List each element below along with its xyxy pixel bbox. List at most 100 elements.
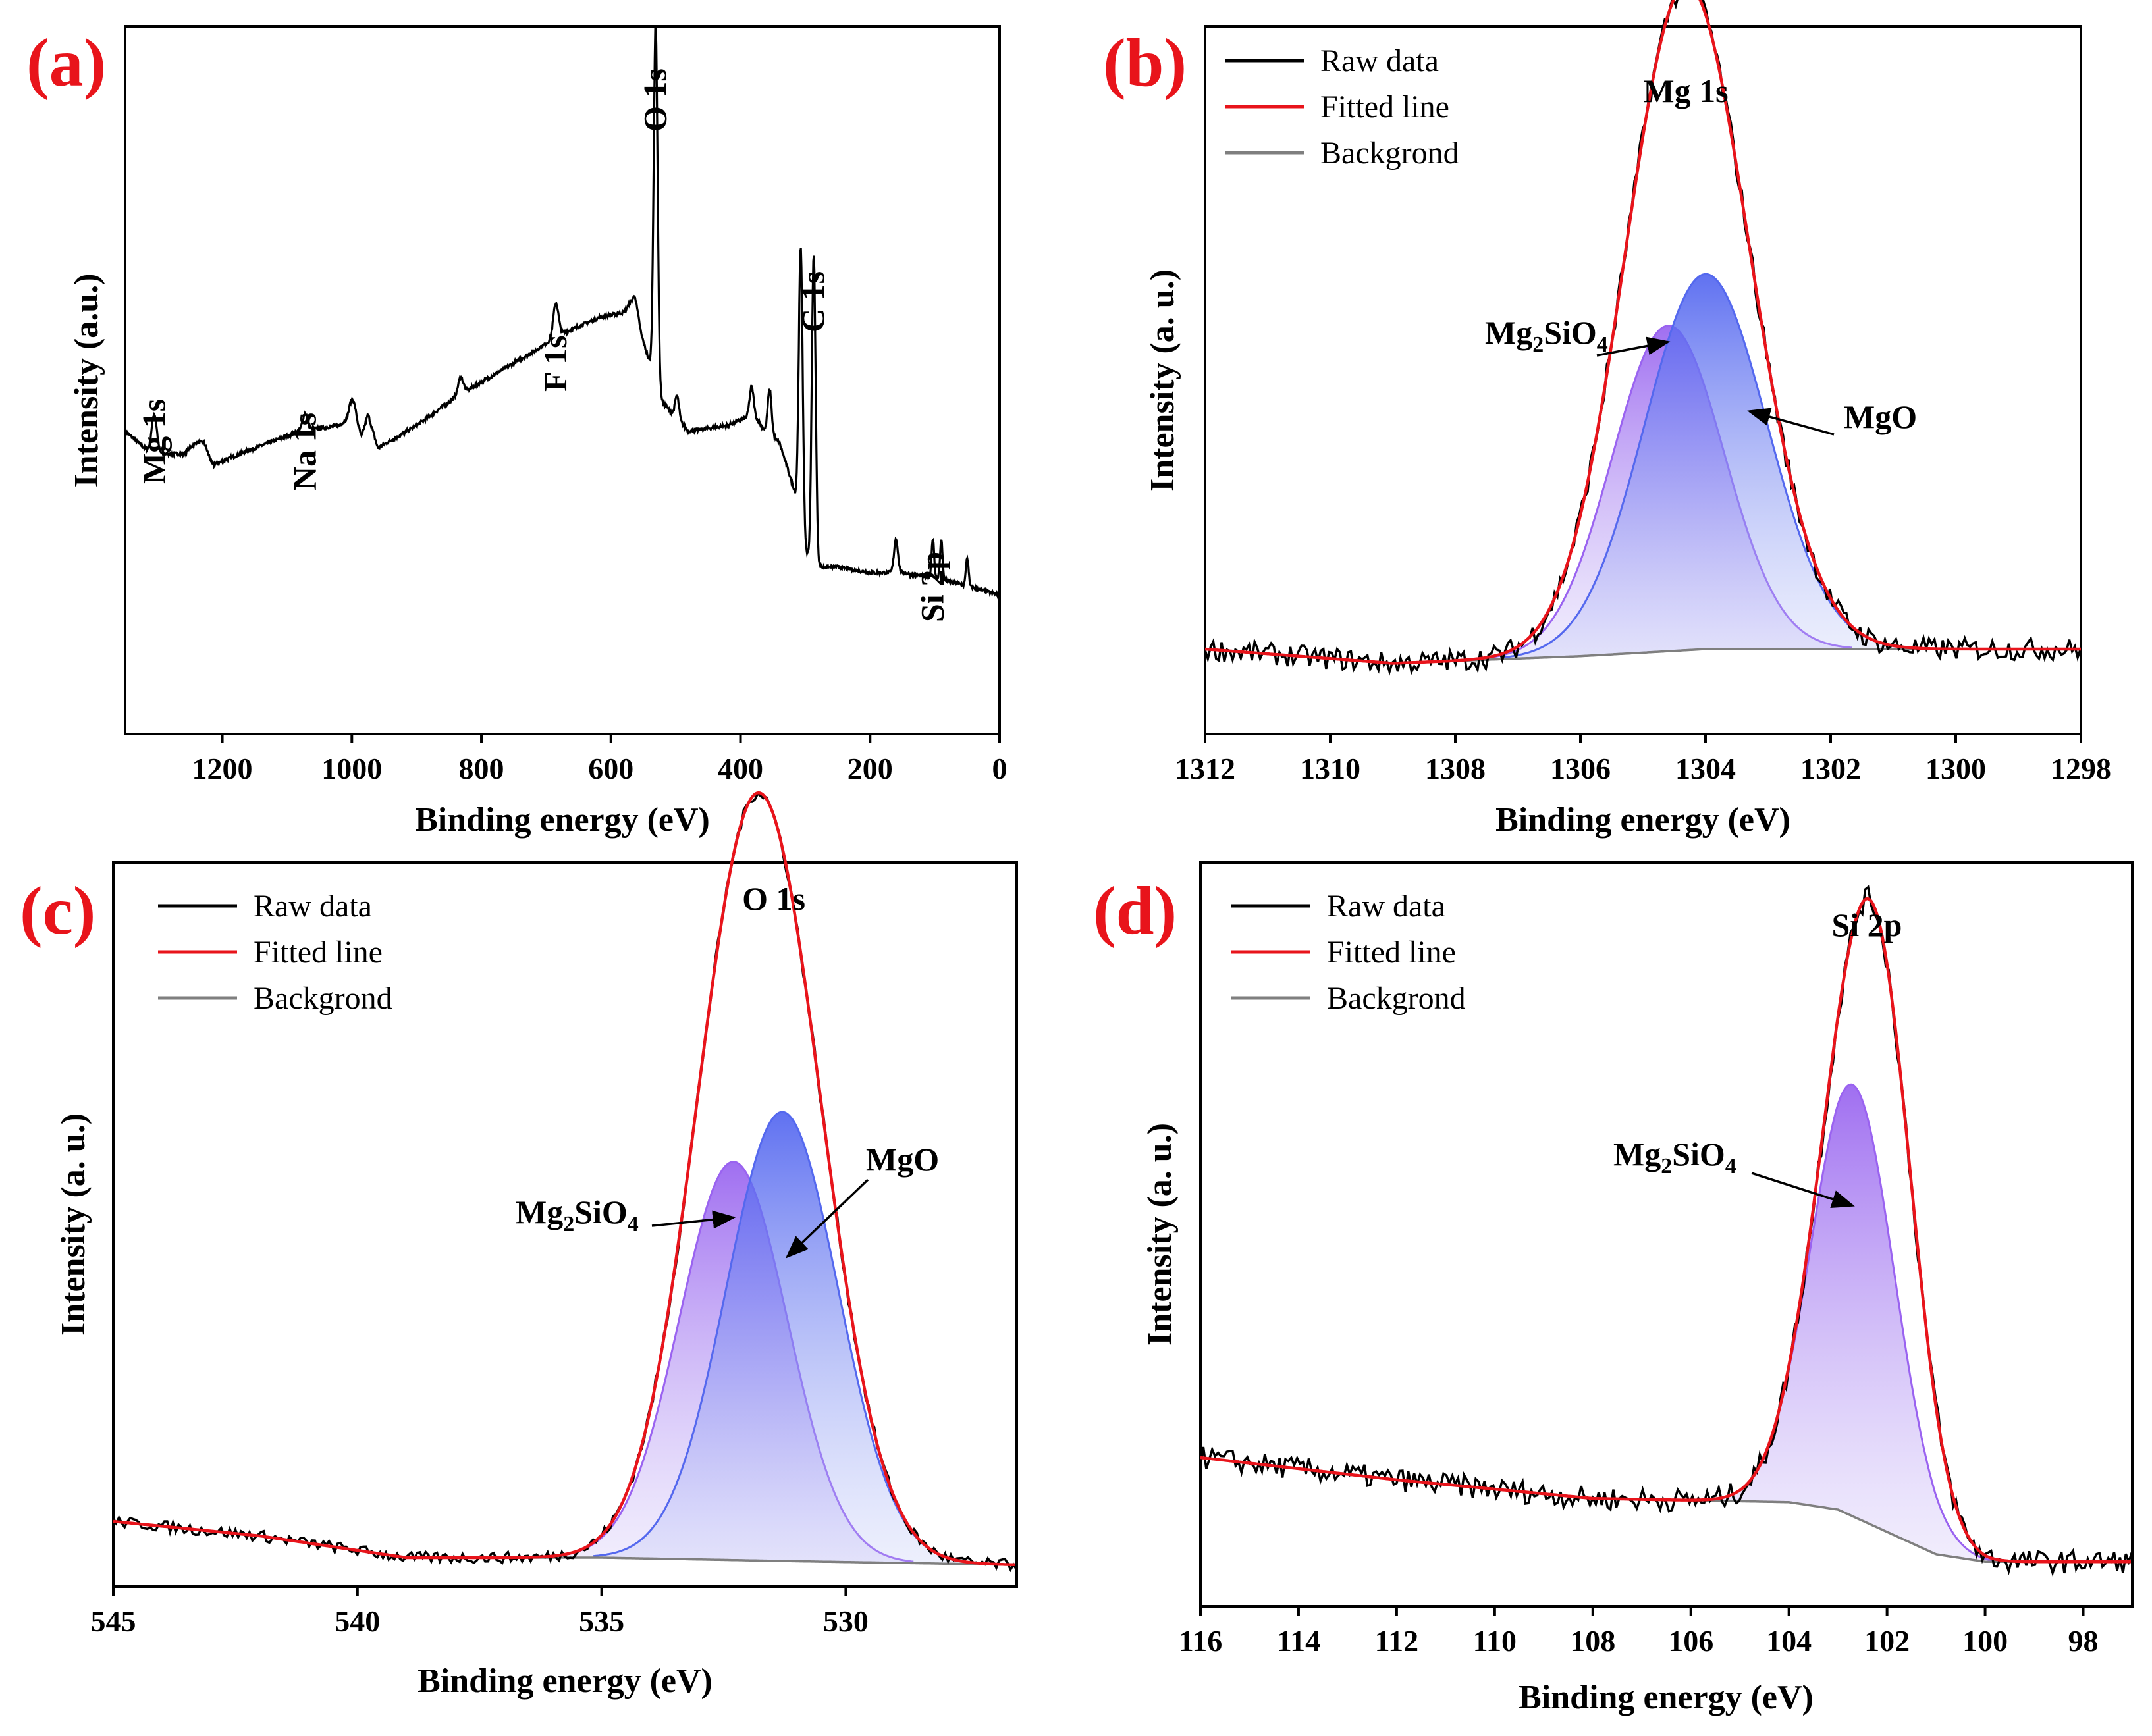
- x-axis-ticks: 545 540 535 530: [91, 1587, 869, 1638]
- legend-label: Fitted line: [254, 935, 383, 970]
- legend: Raw data Fitted line Backgrond: [1231, 889, 1466, 1016]
- spectrum-title: O 1s: [742, 880, 805, 917]
- x-tick-label: 1308: [1425, 752, 1486, 785]
- peak-label: O 1s: [637, 68, 674, 132]
- x-axis-ticks: 1200 1000 800 600 400 200 0: [192, 734, 1008, 785]
- fitted-line: [1204, 0, 2081, 665]
- plot-frame: [1204, 25, 2082, 735]
- x-tick-label: 1200: [192, 752, 253, 785]
- x-tick-label: 1000: [321, 752, 382, 785]
- survey-spectrum-panel: 1200 1000 800 600 400 200 0 Mg 1s Na 1s F 1s O 1s…: [68, 25, 1008, 839]
- peak-annotations: Mg2SiO4: [1613, 1136, 1855, 1209]
- peak-label: Si 2p: [914, 552, 951, 622]
- plot-frame: [112, 861, 1018, 1588]
- peak-label: Na 1s: [286, 413, 323, 490]
- plot-frame: [1199, 861, 2134, 1608]
- spectrum-title: Mg 1s: [1643, 72, 1728, 109]
- x-tick-label: 1300: [1925, 752, 1986, 785]
- x-tick-label: 98: [2068, 1624, 2099, 1658]
- annotation-mgo: MgO: [1844, 398, 1917, 435]
- spectrum-curves: [124, 25, 1001, 600]
- y-axis-title: Intensity (a.u.): [68, 273, 105, 487]
- spectrum-curves: [112, 791, 1017, 1573]
- component-fill-mg2sio4: [1713, 1084, 1993, 1562]
- legend-label: Raw data: [254, 889, 372, 924]
- x-tick-label: 110: [1473, 1624, 1517, 1658]
- x-axis-title: Binding energy (eV): [417, 1662, 713, 1700]
- panel-letter-d: (d): [1093, 873, 1177, 949]
- legend-label: Backgrond: [254, 981, 392, 1016]
- x-tick-label: 600: [588, 752, 633, 785]
- x-tick-label: 530: [823, 1604, 869, 1638]
- annotation-mg2sio4: Mg2SiO4: [1613, 1136, 1736, 1178]
- annotation-arrow: [651, 1210, 736, 1229]
- x-tick-label: 114: [1277, 1624, 1320, 1658]
- y-axis-title: Intensity (a. u.): [1144, 269, 1181, 492]
- si2p-spectrum-panel: 116 114 112 110 108 106 104 102 100 98 Raw data Fi…: [1141, 861, 2134, 1716]
- raw-data-line: [1199, 885, 2133, 1577]
- fitted-line: [1200, 897, 2131, 1564]
- x-axis-title: Binding energy (eV): [1519, 1679, 1814, 1716]
- annotation-arrow: [1747, 408, 1835, 436]
- annotation-arrow: [1596, 336, 1671, 357]
- x-tick-label: 1310: [1300, 752, 1360, 785]
- annotation-mg2sio4: Mg2SiO4: [516, 1194, 639, 1236]
- spectrum-curves: [1199, 885, 2133, 1577]
- legend-label: Backgrond: [1320, 136, 1459, 171]
- x-tick-label: 116: [1179, 1624, 1222, 1658]
- legend: Raw data Fitted line Backgrond: [158, 889, 392, 1016]
- x-tick-label: 1302: [1800, 752, 1861, 785]
- annotation-mg2sio4: Mg2SiO4: [1485, 314, 1608, 357]
- panel-letter-a: (a): [26, 25, 106, 101]
- panel-letter-b: (b): [1103, 25, 1187, 101]
- x-tick-label: 106: [1668, 1624, 1713, 1658]
- fitted-line: [113, 791, 1015, 1567]
- x-tick-label: 1304: [1675, 752, 1736, 785]
- spectrum-title: Si 2p: [1831, 907, 1902, 943]
- x-tick-label: 1306: [1550, 752, 1611, 785]
- legend-label: Fitted line: [1327, 935, 1456, 970]
- x-axis-title: Binding energy (eV): [1495, 801, 1790, 839]
- peak-annotations: Mg2SiO4 MgO: [1485, 314, 1917, 436]
- legend-label: Raw data: [1327, 889, 1445, 924]
- x-tick-label: 112: [1375, 1624, 1418, 1658]
- x-tick-label: 400: [718, 752, 763, 785]
- x-axis-title: Binding energy (eV): [415, 801, 710, 839]
- peak-label: F 1s: [537, 335, 574, 392]
- x-tick-label: 104: [1766, 1624, 1812, 1658]
- panel-letter-c: (c): [20, 873, 95, 949]
- annotation-arrow: [785, 1178, 869, 1259]
- y-axis-title: Intensity (a. u.): [1141, 1123, 1179, 1346]
- x-axis-ticks: 116 114 112 110 108 106 104 102 100 98: [1179, 1606, 2099, 1658]
- x-tick-label: 102: [1864, 1624, 1910, 1658]
- plot-frame: [124, 25, 1001, 735]
- legend-label: Raw data: [1320, 43, 1439, 78]
- x-tick-label: 540: [335, 1604, 380, 1638]
- o1s-spectrum-panel: 545 540 535 530 Raw data Fitted line Backgron…: [55, 791, 1018, 1700]
- component-fills: [553, 1111, 972, 1564]
- spectrum-curves: [1204, 0, 2082, 676]
- component-fills: [1484, 273, 1910, 660]
- y-axis-title: Intensity (a. u.): [55, 1113, 92, 1336]
- mg1s-spectrum-panel: 1312 1310 1308 1306 1304 1302 1300 1298 Raw dat…: [1144, 0, 2111, 839]
- x-axis-ticks: 1312 1310 1308 1306 1304 1302 1300 1298: [1175, 734, 2111, 785]
- legend-label: Backgrond: [1327, 981, 1466, 1016]
- peak-annotations: Mg 1s Na 1s F 1s O 1s C 1s Si 2p: [135, 68, 950, 622]
- peak-label: C 1s: [795, 271, 832, 332]
- x-tick-label: 1298: [2051, 752, 2111, 785]
- x-tick-label: 0: [992, 752, 1008, 785]
- legend-label: Fitted line: [1320, 90, 1449, 124]
- x-tick-label: 1312: [1175, 752, 1235, 785]
- annotation-arrow: [1751, 1172, 1855, 1209]
- x-tick-label: 200: [847, 752, 893, 785]
- peak-annotations: Mg2SiO4 MgO: [516, 1141, 939, 1259]
- x-tick-label: 100: [1962, 1624, 2008, 1658]
- annotation-mgo: MgO: [866, 1141, 939, 1178]
- component-outline-mgo: [1501, 273, 1910, 659]
- x-tick-label: 108: [1570, 1624, 1615, 1658]
- x-tick-label: 800: [459, 752, 504, 785]
- x-tick-label: 545: [91, 1604, 136, 1638]
- legend: Raw data Fitted line Backgrond: [1225, 43, 1459, 171]
- survey-spectrum-line: [124, 25, 1001, 600]
